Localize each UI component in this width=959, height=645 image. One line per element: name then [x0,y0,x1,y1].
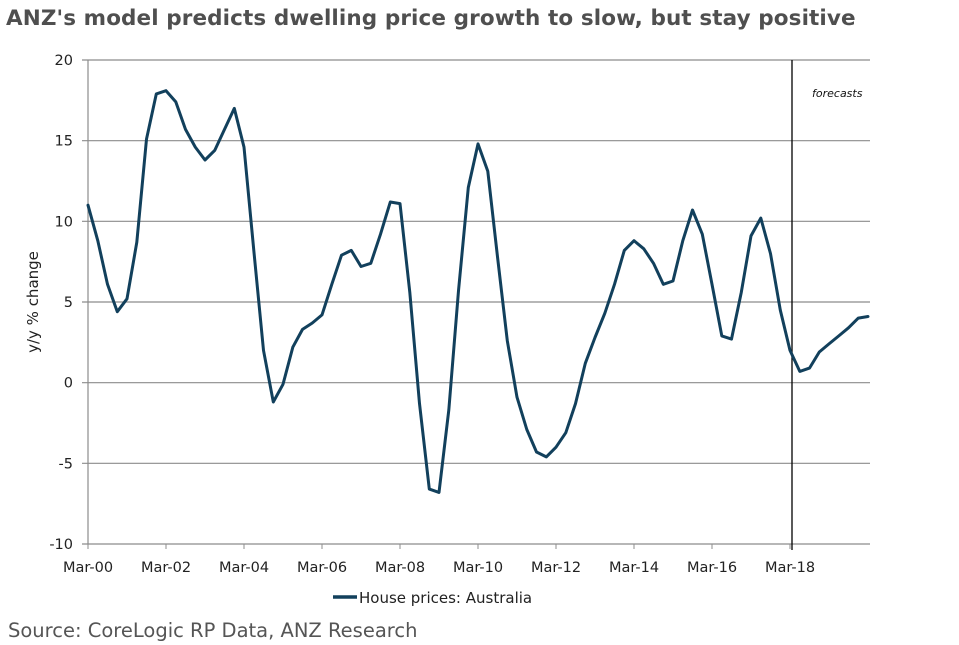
y-tick-label: -10 [49,537,73,553]
x-axis-ticks: Mar-00 Mar-02 Mar-04 Mar-06 Mar-08 Mar-10 Mar-… [63,544,815,576]
x-tick-label: Mar-18 [765,560,815,576]
x-tick-label: Mar-10 [453,560,503,576]
series-line-house-prices [86,89,870,494]
x-tick-label: Mar-12 [531,560,581,576]
x-tick-label: Mar-06 [297,560,347,576]
y-tick-label: 15 [55,134,73,150]
y-tick-label: 5 [64,295,73,311]
series-points [87,90,869,493]
x-tick-label: Mar-00 [63,560,113,576]
y-axis-ticks: 20 15 10 5 0 -5 -10 [49,53,73,553]
gridlines [82,59,870,545]
x-tick-label: Mar-02 [141,560,191,576]
x-tick-label: Mar-04 [219,560,269,576]
source-note: Source: CoreLogic RP Data, ANZ Research [8,619,418,642]
chart-title: ANZ's model predicts dwelling price grow… [6,6,856,31]
y-tick-label: -5 [59,456,73,472]
y-tick-label: 20 [55,53,73,69]
y-tick-label: 0 [64,376,73,392]
legend: House prices: Australia [333,589,532,607]
x-tick-label: Mar-08 [375,560,425,576]
x-tick-label: Mar-14 [609,560,659,576]
y-tick-label: 10 [55,214,73,230]
y-axis-title: y/y % change [24,251,42,353]
forecast-annotation: forecasts [812,87,863,100]
legend-label: House prices: Australia [359,589,532,607]
x-tick-label: Mar-16 [687,560,737,576]
